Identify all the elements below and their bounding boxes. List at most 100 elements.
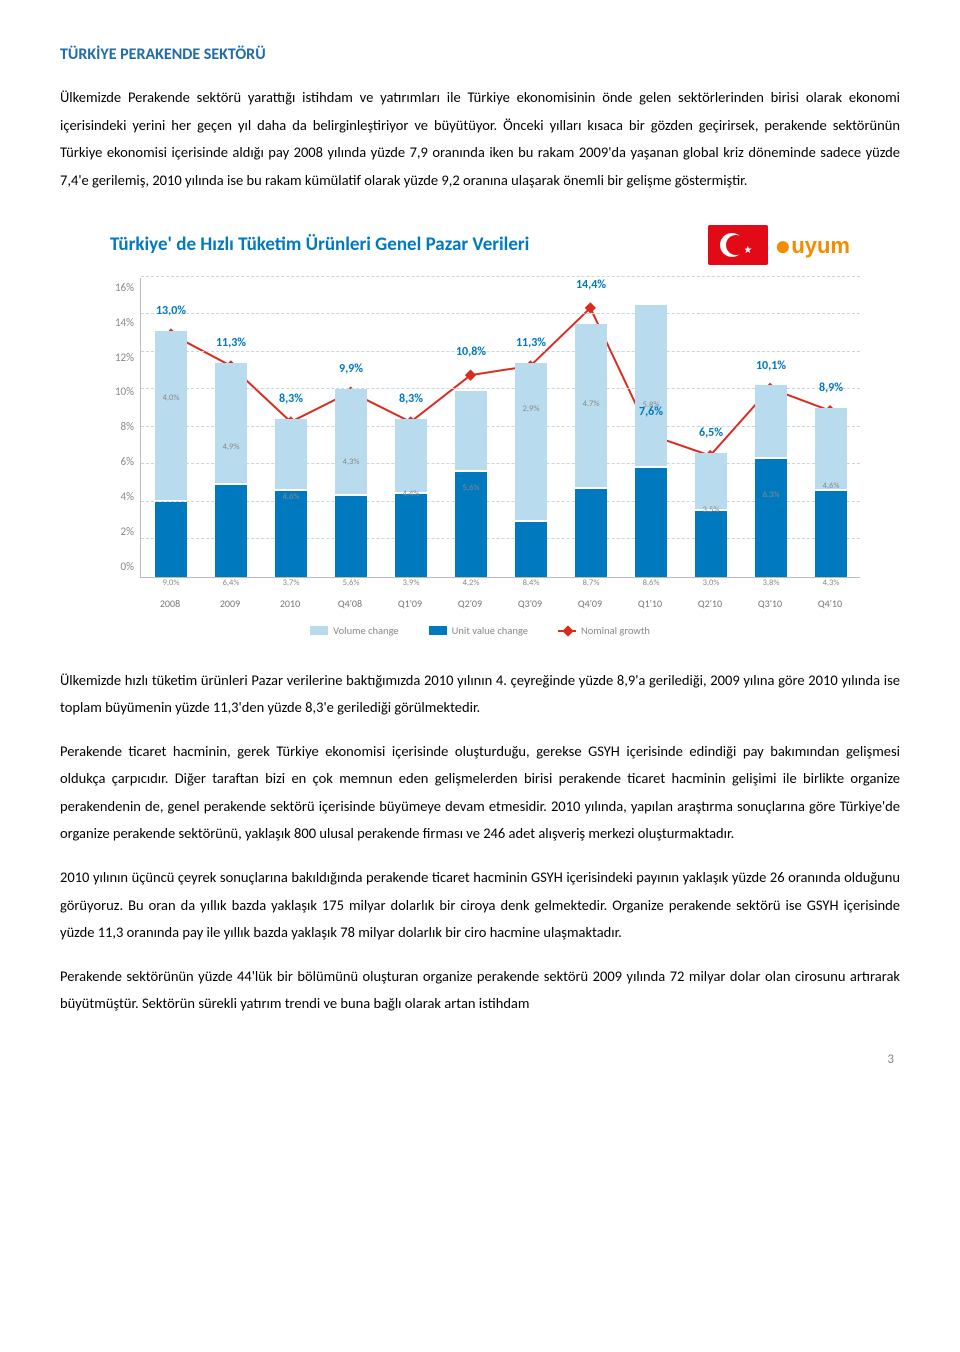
nominal-value-label: 8,3% bbox=[279, 388, 303, 411]
unit-bar bbox=[755, 459, 787, 577]
unit-value-label: 4,9% bbox=[223, 439, 240, 455]
unit-swatch-icon bbox=[429, 626, 447, 635]
legend-nominal: Nominal growth bbox=[558, 621, 650, 641]
chart-header: Türkiye' de Hızlı Tüketim Ürünleri Genel… bbox=[100, 219, 860, 278]
bar-group: 6,4%4,9% bbox=[215, 363, 247, 577]
bar-group: 9,0%4,0% bbox=[155, 331, 187, 577]
brand-block: ★ ●uyum bbox=[708, 219, 850, 272]
volume-value-label: 5,6% bbox=[343, 575, 360, 591]
volume-bar bbox=[455, 391, 487, 470]
unit-bar bbox=[215, 485, 247, 577]
y-tick-label: 4% bbox=[121, 487, 134, 508]
nominal-line bbox=[171, 308, 830, 456]
nominal-value-label: 8,3% bbox=[399, 388, 423, 411]
bar-group: 4,3%4,6% bbox=[815, 408, 847, 577]
unit-bar bbox=[335, 496, 367, 577]
nominal-value-label: 7,6% bbox=[639, 401, 663, 424]
nominal-value-label: 14,4% bbox=[576, 274, 606, 297]
bar-group: 8,6%5.8% bbox=[635, 305, 667, 577]
bar-group: 3,9%4,4% bbox=[395, 419, 427, 577]
unit-value-label: 4,6% bbox=[283, 489, 300, 505]
gridline bbox=[141, 538, 860, 539]
nominal-value-label: 13,0% bbox=[156, 300, 186, 323]
y-tick-label: 8% bbox=[121, 417, 134, 438]
gridline bbox=[141, 501, 860, 502]
volume-value-label: 4,2% bbox=[463, 575, 480, 591]
nominal-value-label: 6,5% bbox=[699, 422, 723, 445]
unit-bar bbox=[515, 522, 547, 576]
gridline bbox=[141, 276, 860, 277]
y-tick-label: 6% bbox=[121, 452, 134, 473]
y-tick-label: 14% bbox=[115, 313, 134, 334]
legend-nominal-label: Nominal growth bbox=[581, 621, 650, 641]
volume-value-label: 8,4% bbox=[523, 575, 540, 591]
chart-title: Türkiye' de Hızlı Tüketim Ürünleri Genel… bbox=[110, 227, 529, 263]
bar-group: 8,7%4.7% bbox=[575, 324, 607, 577]
unit-bar bbox=[815, 491, 847, 577]
unit-bar bbox=[695, 511, 727, 577]
unit-value-label: 6.3% bbox=[763, 487, 780, 503]
unit-bar bbox=[395, 494, 427, 577]
unit-value-label: 4,3% bbox=[343, 454, 360, 470]
chart-body: 16% 14% 12% 10% 8% 6% 4% 2% 0% 9,0%4,0% 13,0% 6,4%… bbox=[100, 278, 860, 578]
y-tick-label: 16% bbox=[115, 278, 134, 299]
nominal-growth-line bbox=[141, 278, 860, 577]
volume-value-label: 6,4% bbox=[223, 575, 240, 591]
gridline bbox=[141, 426, 860, 427]
bar-group: 5,6%4,3% bbox=[335, 389, 367, 577]
bar-group: 3,7%4,6% bbox=[275, 419, 307, 577]
volume-value-label: 8,7% bbox=[583, 575, 600, 591]
paragraph-3: Perakende ticaret hacminin, gerek Türkiy… bbox=[60, 738, 900, 848]
unit-value-label: 2,9% bbox=[523, 401, 540, 417]
y-tick-label: 2% bbox=[121, 522, 134, 543]
turkey-flag-icon: ★ bbox=[708, 225, 768, 265]
volume-value-label: 3,8% bbox=[763, 575, 780, 591]
legend-unit: Unit value change bbox=[429, 621, 528, 641]
nominal-value-label: 8,9% bbox=[819, 377, 843, 400]
chart-plot-area: 9,0%4,0%13,0%6,4%4,9%11,3%3,7%4,6%8,3%5,… bbox=[140, 278, 860, 578]
unit-bar bbox=[575, 489, 607, 577]
nominal-value-label: 9,9% bbox=[339, 358, 363, 381]
volume-value-label: 4,3% bbox=[823, 575, 840, 591]
page-number: 3 bbox=[60, 1048, 900, 1073]
volume-bar bbox=[515, 363, 547, 521]
gridline bbox=[141, 351, 860, 352]
nominal-marker-icon bbox=[465, 369, 476, 380]
bar-group: 3,8%6.3% bbox=[755, 385, 787, 576]
volume-bar bbox=[755, 385, 787, 456]
legend-volume-label: Volume change bbox=[333, 621, 399, 641]
volume-bar bbox=[215, 363, 247, 483]
volume-value-label: 8,6% bbox=[643, 575, 660, 591]
nominal-marker-icon bbox=[585, 302, 596, 313]
volume-value-label: 3,0% bbox=[703, 575, 720, 591]
unit-value-label: 4,0% bbox=[163, 390, 180, 406]
y-tick-label: 10% bbox=[115, 382, 134, 403]
volume-bar bbox=[635, 305, 667, 466]
section-title: TÜRKİYE PERAKENDE SEKTÖRÜ bbox=[60, 40, 900, 70]
unit-value-label: 4.7% bbox=[583, 396, 600, 412]
y-tick-label: 12% bbox=[115, 348, 134, 369]
x-axis-labels: 200820092010Q4'08Q1'09Q2'09Q3'09Q4'09Q1'… bbox=[140, 578, 860, 613]
paragraph-2: Ülkemizde hızlı tüketim ürünleri Pazar v… bbox=[60, 667, 900, 722]
gridline bbox=[141, 463, 860, 464]
unit-bar bbox=[635, 468, 667, 577]
bar-group: 4,2%5,6% bbox=[455, 391, 487, 577]
bar-group: 3,0%3,5% bbox=[695, 453, 727, 577]
legend-unit-label: Unit value change bbox=[452, 621, 528, 641]
unit-value-label: 5,6% bbox=[463, 480, 480, 496]
nominal-value-label: 10,1% bbox=[756, 355, 786, 378]
gridline bbox=[141, 313, 860, 314]
fmcg-market-chart: Türkiye' de Hızlı Tüketim Ürünleri Genel… bbox=[100, 219, 860, 641]
y-axis: 16% 14% 12% 10% 8% 6% 4% 2% 0% bbox=[100, 278, 140, 578]
volume-bar bbox=[155, 331, 187, 500]
volume-bar bbox=[815, 408, 847, 489]
volume-bar bbox=[695, 453, 727, 509]
nominal-swatch-icon bbox=[558, 630, 576, 632]
gridline bbox=[141, 388, 860, 389]
unit-value-label: 4,6% bbox=[823, 478, 840, 494]
paragraph-1: Ülkemizde Perakende sektörü yarattığı is… bbox=[60, 84, 900, 194]
y-tick-label: 0% bbox=[121, 557, 134, 578]
bar-group: 8,4%2,9% bbox=[515, 363, 547, 577]
unit-bar bbox=[155, 502, 187, 577]
legend-volume: Volume change bbox=[310, 621, 399, 641]
